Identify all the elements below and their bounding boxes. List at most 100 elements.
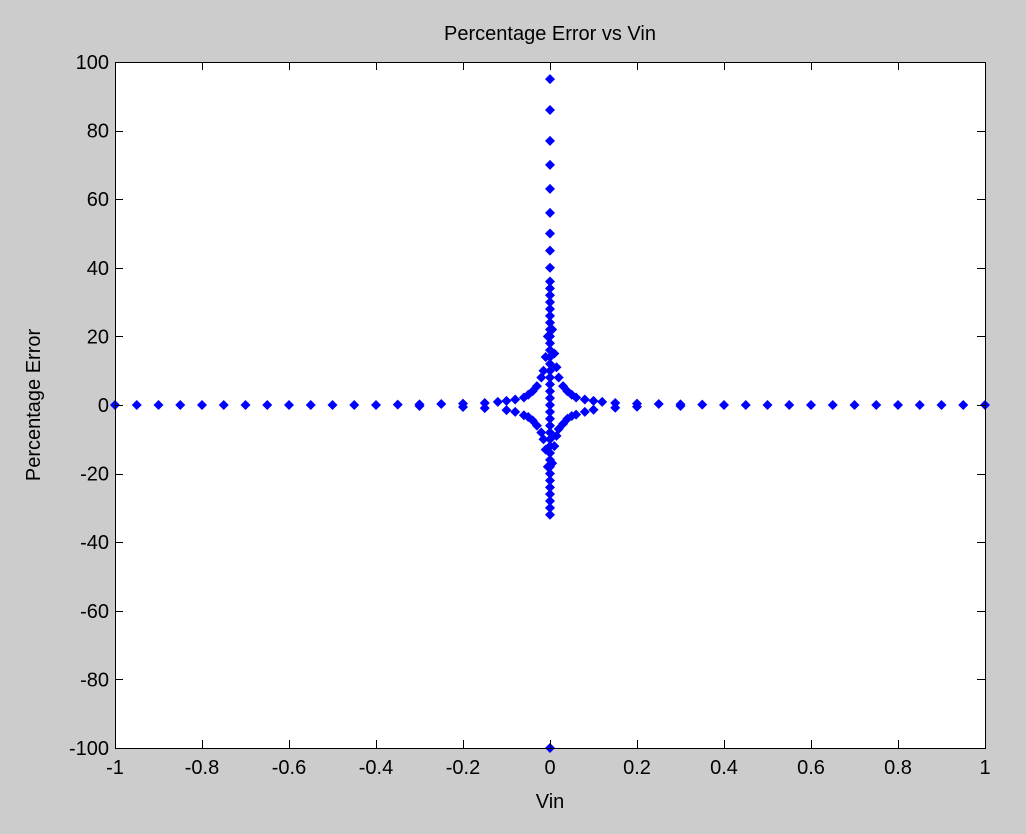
data-point (545, 372, 555, 383)
data-point (827, 400, 838, 410)
data-point (305, 400, 316, 410)
data-point (262, 400, 273, 410)
data-point (545, 413, 555, 424)
data-point (545, 482, 555, 493)
data-point (588, 404, 599, 415)
x-axis-label: Vin (536, 791, 565, 813)
data-point (371, 400, 381, 410)
data-point (538, 365, 549, 376)
data-point (958, 400, 969, 410)
data-point (545, 207, 555, 218)
data-point (392, 399, 403, 410)
data-point (653, 398, 664, 409)
y-tick-label: 0 (98, 395, 109, 417)
data-point (545, 434, 555, 445)
data-point (510, 406, 521, 417)
data-point (545, 135, 555, 146)
data-point (610, 402, 621, 413)
data-point (545, 420, 555, 431)
data-point (545, 338, 555, 349)
data-point (545, 427, 555, 438)
x-tick-label: 0.6 (797, 757, 825, 779)
x-tick-label: 0.8 (884, 757, 912, 779)
y-tick-label: 100 (76, 52, 109, 74)
data-point (545, 159, 555, 170)
data-point (501, 405, 512, 416)
y-tick-label: 20 (87, 326, 109, 348)
data-point (284, 400, 294, 410)
x-tick-label: 0 (544, 757, 555, 779)
data-point (545, 245, 555, 256)
data-point (545, 400, 555, 410)
data-point (510, 394, 521, 405)
data-point (545, 105, 555, 116)
x-tick-label: -0.8 (185, 757, 219, 779)
data-point (414, 401, 425, 412)
data-point (545, 454, 555, 465)
data-point (479, 397, 490, 408)
data-point (675, 401, 686, 412)
data-point (545, 448, 555, 459)
data-point (914, 400, 925, 410)
data-point (349, 400, 360, 410)
data-point (784, 400, 795, 410)
x-tick-label: -0.6 (272, 757, 306, 779)
y-tick-label: 60 (87, 189, 109, 211)
data-point (545, 393, 555, 404)
data-point (153, 400, 164, 410)
data-point (545, 502, 555, 513)
y-tick-label: 40 (87, 258, 109, 280)
data-point (545, 317, 555, 328)
data-point (632, 401, 642, 412)
data-point (579, 394, 590, 405)
y-tick-label: 80 (87, 121, 109, 143)
data-point (697, 399, 708, 410)
data-point (545, 283, 555, 294)
data-point (531, 420, 542, 431)
y-tick-label: -40 (80, 532, 109, 554)
data-point (545, 475, 555, 486)
data-point (175, 400, 186, 410)
data-point (218, 400, 229, 410)
chart-title: Percentage Error vs Vin (444, 23, 656, 45)
data-point (545, 365, 555, 376)
data-point (597, 396, 608, 407)
data-point (545, 345, 555, 356)
data-point (849, 400, 860, 410)
data-point (571, 409, 582, 420)
data-point (197, 400, 207, 410)
data-point (545, 303, 555, 314)
y-axis-ticks: -100 -80 -60 -40 -20 0 20 40 60 80 100 (69, 52, 985, 760)
data-point (545, 297, 555, 308)
data-point (545, 324, 555, 335)
x-tick-label: 1 (979, 757, 990, 779)
data-point (501, 395, 512, 406)
data-point (545, 351, 555, 362)
data-point (458, 402, 468, 413)
y-tick-label: -60 (80, 601, 109, 623)
data-point (479, 403, 490, 414)
data-point (588, 395, 599, 406)
y-tick-label: -100 (69, 738, 109, 760)
data-point (327, 400, 338, 410)
data-point (545, 406, 555, 417)
data-point (545, 276, 555, 287)
data-point (553, 372, 564, 383)
data-point (531, 381, 542, 392)
data-point (871, 400, 882, 410)
data-point (806, 400, 816, 410)
data-markers (110, 74, 990, 753)
data-point (545, 74, 555, 85)
x-axis-ticks: -1 -0.8 -0.6 -0.4 -0.2 0 0.2 0.4 0.6 0.8 1 (106, 62, 991, 779)
data-point (936, 400, 947, 410)
data-point (436, 398, 447, 409)
data-point (545, 331, 555, 342)
data-point (545, 262, 555, 273)
data-point (579, 406, 590, 417)
data-point (545, 183, 555, 194)
data-point (545, 290, 555, 301)
x-tick-label: 0.2 (623, 757, 651, 779)
x-tick-label: -1 (106, 757, 124, 779)
data-point (545, 441, 555, 452)
